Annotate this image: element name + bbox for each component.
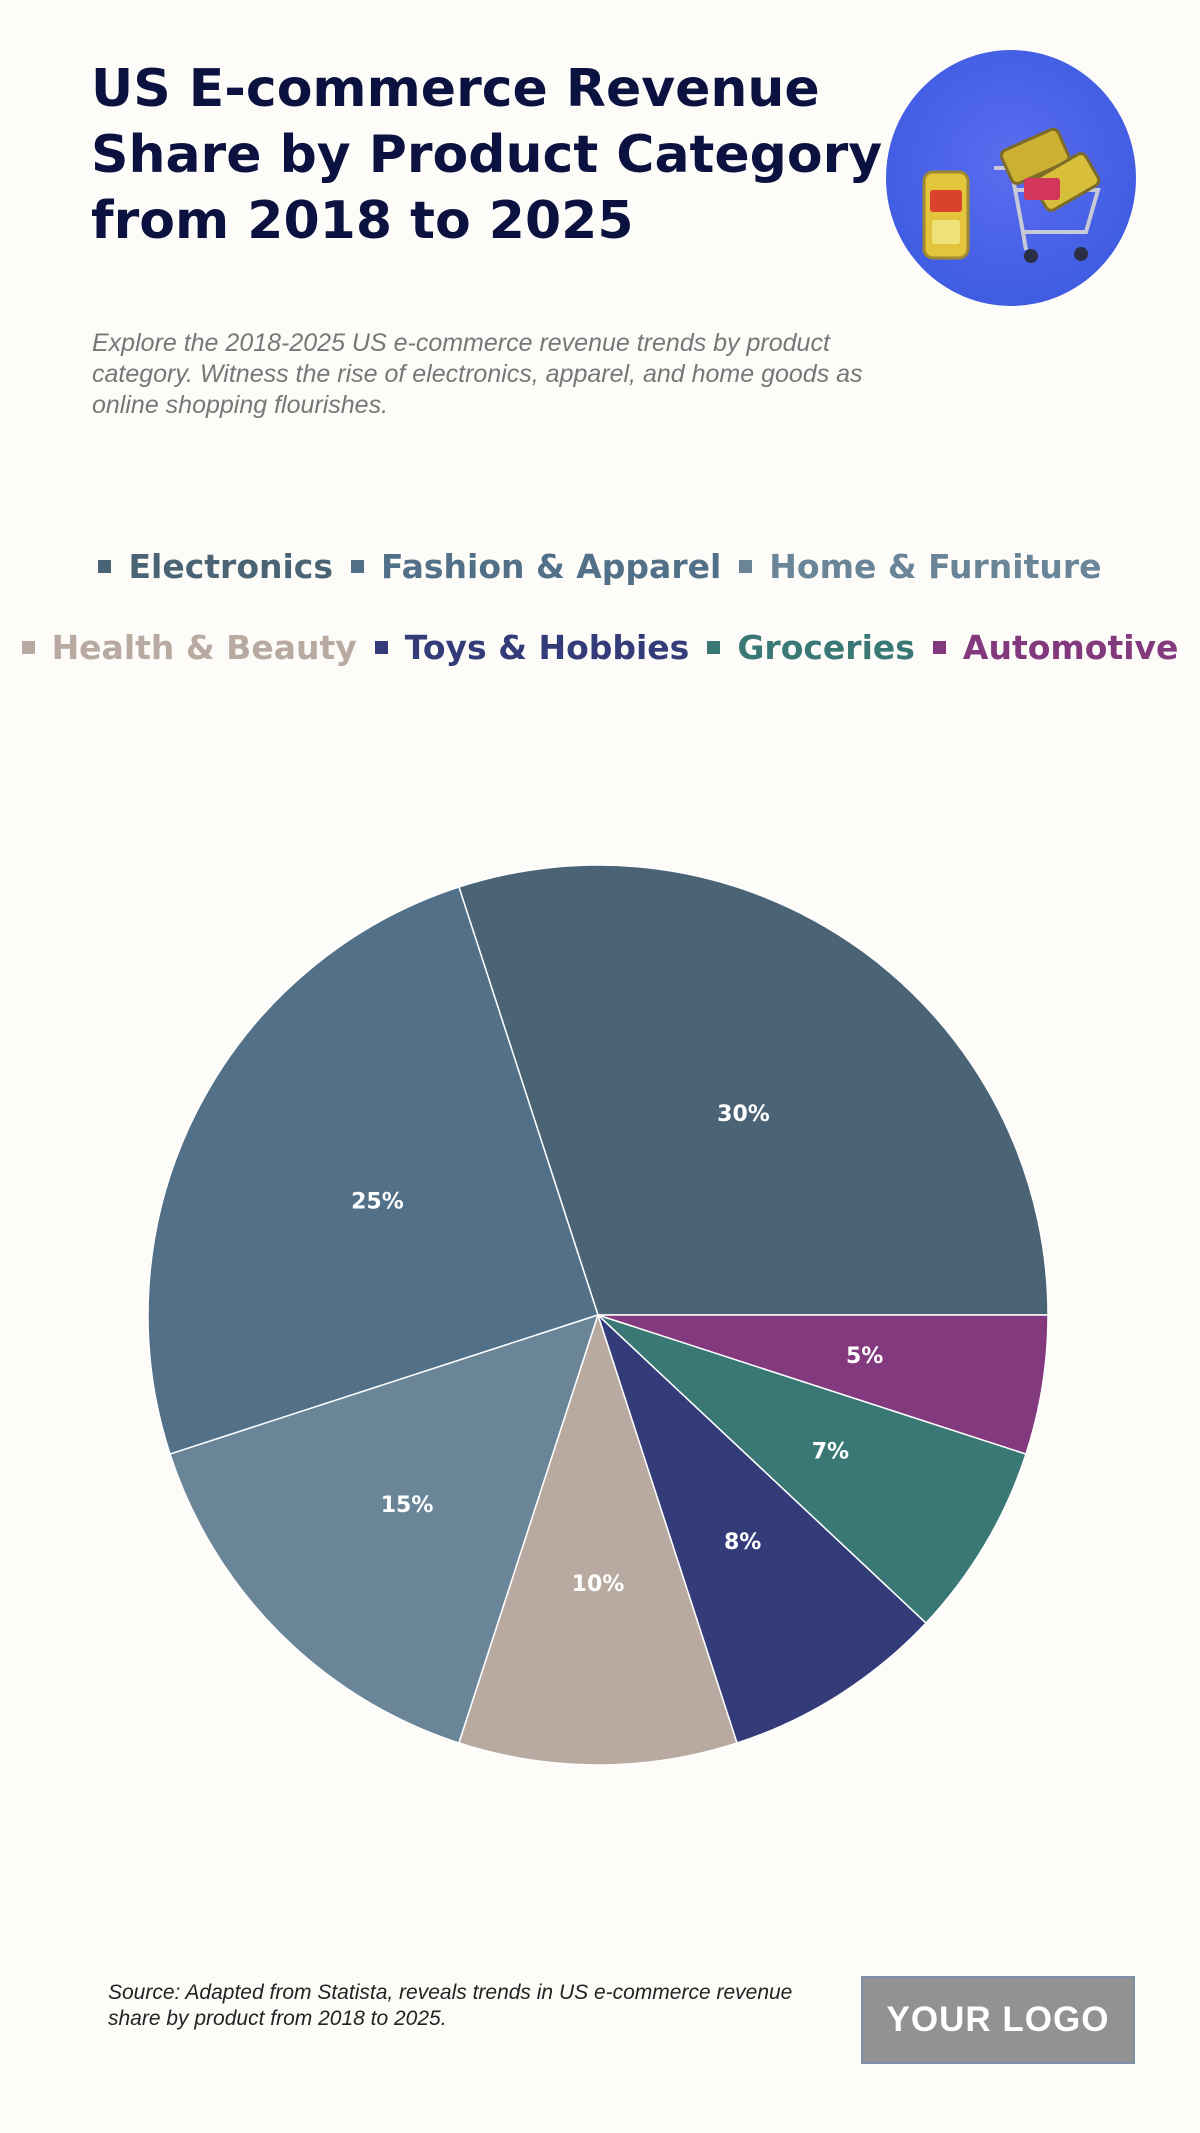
pie-slice-automotive [597,1314,1049,1456]
legend-row-1: Electronics Fashion & Apparel Home & Fur… [0,547,1200,586]
legend-label: Groceries [737,628,915,667]
legend-label: Automotive [962,628,1179,667]
pie-chart: 30% 25% 15% 10% 8% 7% 5% [147,864,1049,1766]
pie-slice-toys-hobbies [597,1314,928,1744]
legend-label: Fashion & Apparel [381,547,722,586]
legend-item-health-beauty: Health & Beauty [21,628,357,667]
data-label: 8% [724,1530,761,1555]
legend-label: Electronics [128,547,334,586]
legend-swatch [98,560,112,573]
logo-placeholder: YOUR LOGO [861,1976,1135,2064]
legend-item-fashion-apparel: Fashion & Apparel [351,547,721,586]
shopping-cart-image [886,50,1136,306]
legend-item-home-furniture: Home & Furniture [739,547,1102,586]
pie-slice-groceries [597,1314,1027,1625]
data-label: 5% [846,1344,883,1369]
pie-slice-health-beauty [457,1312,739,1766]
pie-slice-fashion-apparel [147,886,599,1456]
legend-swatch [707,641,721,654]
legend-swatch [932,641,946,654]
legend-swatch [739,560,753,573]
legend-swatch [21,641,35,654]
legend-item-toys-hobbies: Toys & Hobbies [374,628,690,667]
data-label: 30% [717,1102,770,1127]
legend-swatch [374,641,388,654]
legend-item-groceries: Groceries [707,628,915,667]
pie-slice-home-furniture [169,1313,600,1744]
data-label: 15% [381,1493,434,1518]
legend-item-automotive: Automotive [932,628,1179,667]
data-label: 10% [572,1572,625,1597]
pie-slice-electronics [457,864,1049,1316]
page-subtitle: Explore the 2018-2025 US e-commerce reve… [92,329,863,419]
data-label: 7% [812,1439,849,1464]
logo-text: YOUR LOGO [886,2000,1110,2039]
legend-label: Health & Beauty [51,628,357,667]
legend-swatch [351,560,365,573]
source-note: Source: Adapted from Statista, reveals t… [108,1981,793,2030]
legend-item-electronics: Electronics [98,547,333,586]
legend-row-2: Health & Beauty Toys & Hobbies Groceries… [0,628,1200,667]
legend-label: Home & Furniture [769,547,1102,586]
data-label: 25% [351,1190,404,1215]
page-title: US E-commerce Revenue Share by Product C… [91,59,883,251]
legend-label: Toys & Hobbies [404,628,690,667]
